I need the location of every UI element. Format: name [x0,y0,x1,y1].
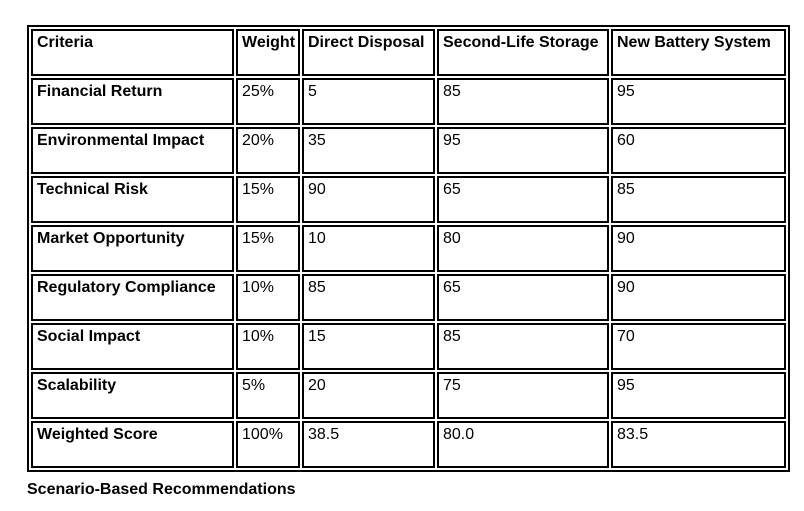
criteria-cell: Regulatory Compliance [31,274,234,321]
criteria-cell: Weighted Score [31,421,234,468]
score-cell: 20 [302,372,435,419]
score-cell: 85 [437,323,609,370]
weight-cell: 20% [236,127,300,174]
table-header-row: Criteria Weight Direct Disposal Second-L… [31,29,786,76]
column-header-weight: Weight [236,29,300,76]
table-row: Social Impact 10% 15 85 70 [31,323,786,370]
weight-cell: 100% [236,421,300,468]
weight-cell: 15% [236,176,300,223]
weight-cell: 15% [236,225,300,272]
score-cell: 38.5 [302,421,435,468]
score-cell: 85 [611,176,786,223]
score-cell: 75 [437,372,609,419]
score-cell: 85 [302,274,435,321]
score-cell: 65 [437,274,609,321]
criteria-cell: Environmental Impact [31,127,234,174]
table-row: Financial Return 25% 5 85 95 [31,78,786,125]
table-body: Financial Return 25% 5 85 95 Environment… [31,78,786,468]
section-heading: Scenario-Based Recommendations [27,481,296,498]
document-page: Criteria Weight Direct Disposal Second-L… [0,25,804,511]
weight-cell: 25% [236,78,300,125]
score-cell: 90 [611,274,786,321]
score-cell: 60 [611,127,786,174]
criteria-cell: Market Opportunity [31,225,234,272]
score-cell: 80 [437,225,609,272]
score-cell: 90 [302,176,435,223]
column-header-second-life-storage: Second-Life Storage [437,29,609,76]
table-row: Regulatory Compliance 10% 85 65 90 [31,274,786,321]
score-cell: 90 [611,225,786,272]
score-cell: 5 [302,78,435,125]
weight-cell: 5% [236,372,300,419]
score-cell: 15 [302,323,435,370]
weight-cell: 10% [236,323,300,370]
table-row: Market Opportunity 15% 10 80 90 [31,225,786,272]
decision-matrix-table: Criteria Weight Direct Disposal Second-L… [27,25,790,472]
criteria-cell: Scalability [31,372,234,419]
column-header-criteria: Criteria [31,29,234,76]
criteria-cell: Social Impact [31,323,234,370]
table-row-weighted-score: Weighted Score 100% 38.5 80.0 83.5 [31,421,786,468]
score-cell: 95 [437,127,609,174]
criteria-cell: Technical Risk [31,176,234,223]
score-cell: 83.5 [611,421,786,468]
score-cell: 35 [302,127,435,174]
score-cell: 65 [437,176,609,223]
table-row: Scalability 5% 20 75 95 [31,372,786,419]
column-header-new-battery-system: New Battery System [611,29,786,76]
column-header-direct-disposal: Direct Disposal [302,29,435,76]
score-cell: 95 [611,372,786,419]
score-cell: 80.0 [437,421,609,468]
score-cell: 95 [611,78,786,125]
table-row: Environmental Impact 20% 35 95 60 [31,127,786,174]
score-cell: 70 [611,323,786,370]
criteria-cell: Financial Return [31,78,234,125]
score-cell: 10 [302,225,435,272]
score-cell: 85 [437,78,609,125]
table-row: Technical Risk 15% 90 65 85 [31,176,786,223]
weight-cell: 10% [236,274,300,321]
